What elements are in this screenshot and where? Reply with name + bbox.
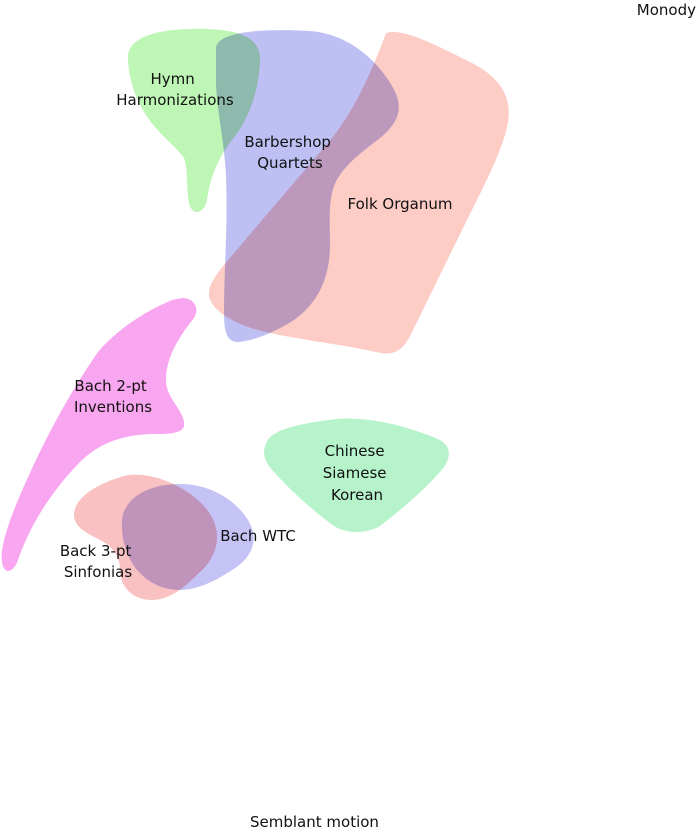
axis-label-monody: Monody	[636, 1, 696, 19]
axis-label-semblant-motion: Semblant motion	[250, 813, 379, 831]
label-back-3pt-sinfonias: Back 3-pt Sinfonias	[60, 542, 136, 581]
label-chinese-siamese-korean: Chinese Siamese Korean	[323, 442, 392, 504]
label-bach-2pt-inventions: Bach 2-pt Inventions	[74, 377, 152, 416]
label-barbershop-quartets: Barbershop Quartets	[244, 133, 335, 172]
region-folk-organum	[208, 31, 509, 354]
region-bach-wtc	[121, 484, 254, 590]
label-bach-wtc: Bach WTC	[220, 527, 296, 545]
region-bach-2pt-inventions	[1, 298, 197, 571]
label-folk-organum: Folk Organum	[348, 195, 453, 213]
region-chinese-siamese-korean	[264, 418, 449, 532]
label-hymn-harmonizations: Hymn Harmonizations	[116, 70, 234, 109]
